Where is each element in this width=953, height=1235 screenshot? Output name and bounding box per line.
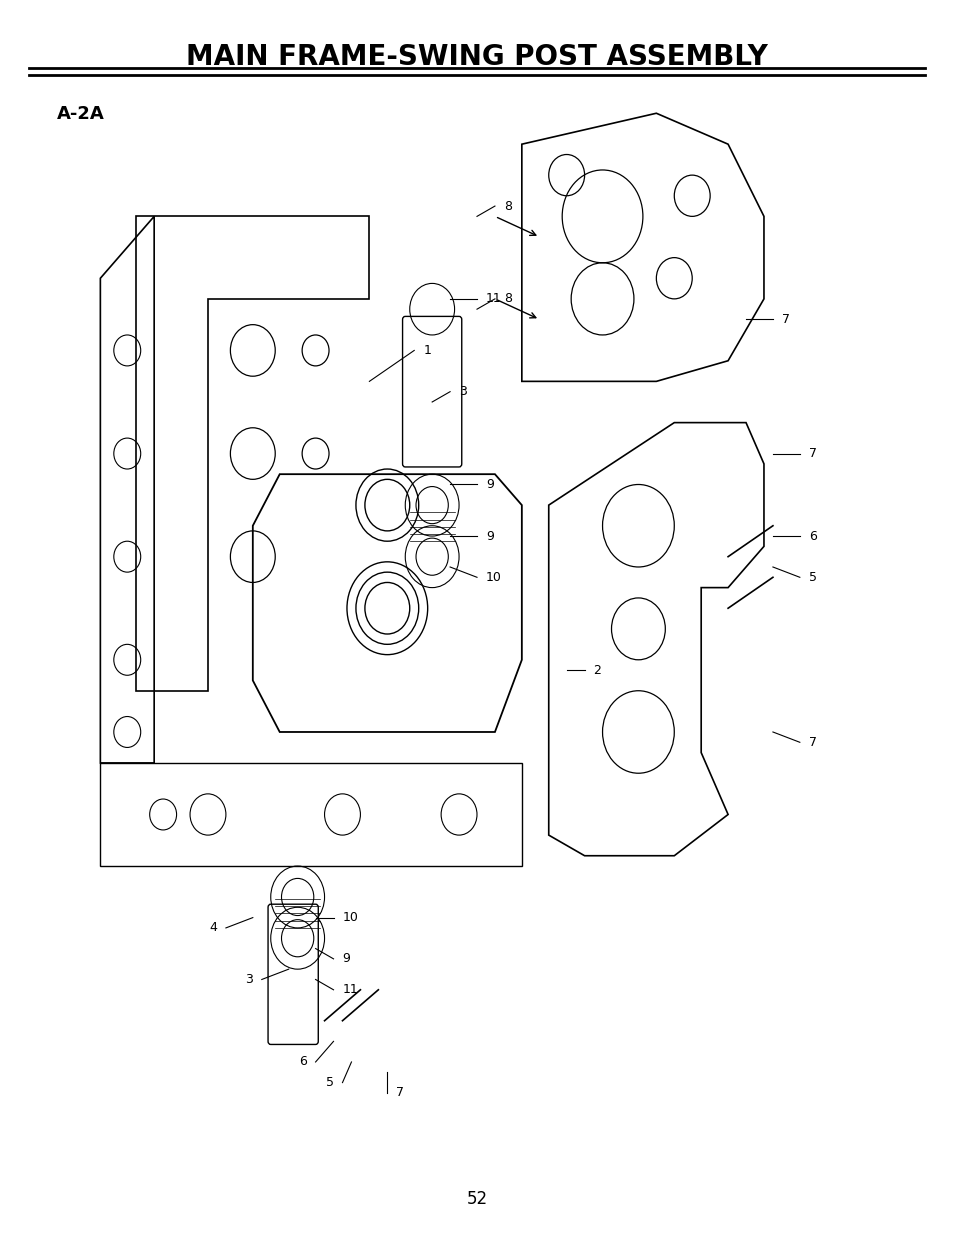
Text: 7: 7 [395, 1087, 404, 1099]
Text: 9: 9 [485, 530, 494, 542]
Text: 5: 5 [808, 571, 816, 584]
Text: 11: 11 [342, 983, 358, 997]
Text: 3: 3 [245, 973, 253, 986]
Text: 5: 5 [325, 1076, 334, 1089]
Text: 9: 9 [485, 478, 494, 492]
Text: MAIN FRAME-SWING POST ASSEMBLY: MAIN FRAME-SWING POST ASSEMBLY [186, 43, 767, 72]
Text: 11: 11 [485, 293, 501, 305]
Text: 10: 10 [342, 911, 358, 924]
Text: 52: 52 [466, 1189, 487, 1208]
Text: 6: 6 [298, 1056, 306, 1068]
Text: 7: 7 [781, 312, 789, 326]
Text: 6: 6 [808, 530, 816, 542]
Text: 2: 2 [593, 663, 600, 677]
Text: 8: 8 [503, 293, 512, 305]
Text: 7: 7 [808, 736, 816, 748]
Text: 1: 1 [423, 343, 431, 357]
Text: 9: 9 [342, 952, 350, 966]
Text: 8: 8 [503, 200, 512, 212]
Text: 3: 3 [458, 385, 466, 398]
Text: A-2A: A-2A [57, 105, 105, 124]
Text: 7: 7 [808, 447, 816, 461]
Text: 4: 4 [209, 921, 216, 935]
Text: 10: 10 [485, 571, 501, 584]
